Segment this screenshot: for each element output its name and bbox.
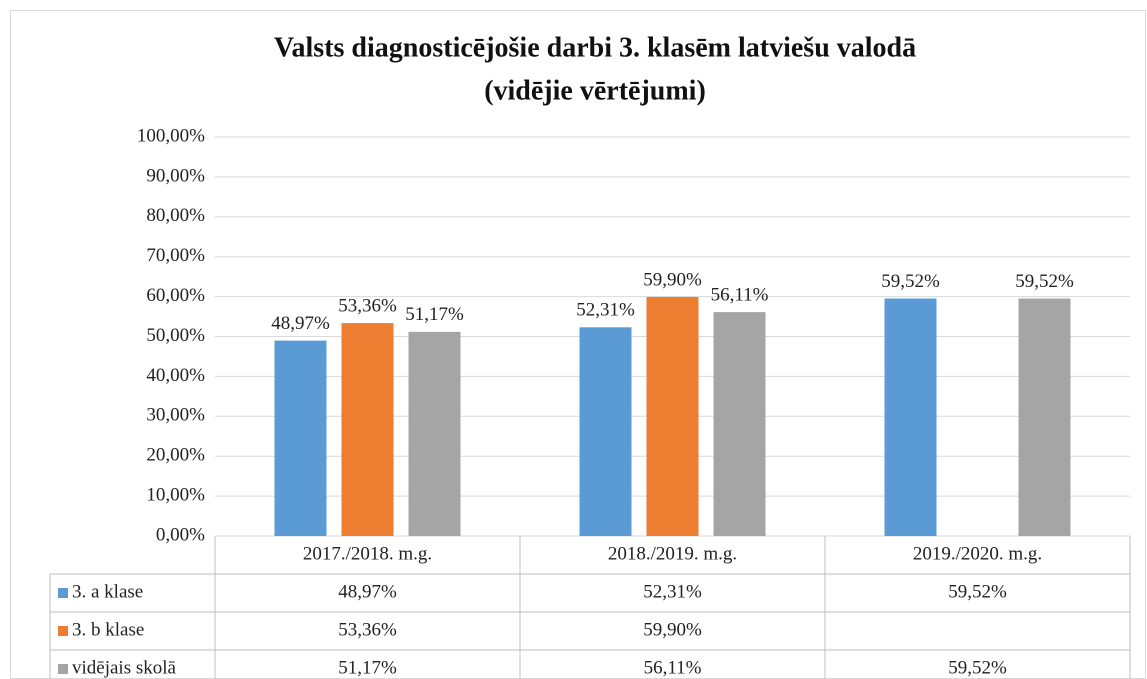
bar <box>274 340 327 536</box>
table-cell: 52,31% <box>643 581 702 602</box>
bar <box>579 327 632 536</box>
value-label: 59,52% <box>881 271 940 292</box>
bar <box>713 312 766 536</box>
table-cell: 48,97% <box>338 581 397 602</box>
y-tick-label: 50,00% <box>146 325 205 346</box>
y-tick-label: 60,00% <box>146 285 205 306</box>
table-cell: 59,52% <box>948 657 1007 678</box>
value-label: 52,31% <box>576 300 635 321</box>
bar <box>884 298 937 536</box>
y-tick-label: 90,00% <box>146 165 205 186</box>
table-cell: 56,11% <box>644 657 702 678</box>
y-tick-label: 20,00% <box>146 445 205 466</box>
chart-title: Valsts diagnosticējošie darbi 3. klasēm … <box>274 32 916 63</box>
legend-label: 3. a klase <box>72 581 143 602</box>
value-label: 59,90% <box>643 269 702 290</box>
value-label: 59,52% <box>1015 271 1074 292</box>
legend-key <box>58 626 68 636</box>
y-tick-label: 80,00% <box>146 205 205 226</box>
legend-label: 3. b klase <box>72 619 144 640</box>
legend-key <box>58 664 68 674</box>
legend-key <box>58 588 68 598</box>
y-tick-label: 40,00% <box>146 365 205 386</box>
x-tick-label: 2017./2018. m.g. <box>303 543 432 564</box>
bar <box>341 323 394 536</box>
bar <box>1018 298 1071 536</box>
table-cell: 51,17% <box>338 657 397 678</box>
y-tick-label: 100,00% <box>137 125 205 146</box>
x-tick-label: 2018./2019. m.g. <box>608 543 737 564</box>
value-label: 56,11% <box>711 284 769 305</box>
table-cell: 53,36% <box>338 619 397 640</box>
chart-subtitle: (vidējie vērtējumi) <box>484 75 706 106</box>
y-tick-label: 30,00% <box>146 405 205 426</box>
table-cell: 59,52% <box>948 581 1007 602</box>
value-label: 48,97% <box>271 313 330 334</box>
x-tick-label: 2019./2020. m.g. <box>913 543 1042 564</box>
bar <box>646 296 699 536</box>
chart-border <box>10 10 1146 679</box>
y-tick-label: 70,00% <box>146 245 205 266</box>
value-label: 51,17% <box>405 304 464 325</box>
y-tick-label: 10,00% <box>146 484 205 505</box>
bar <box>408 331 461 536</box>
y-tick-label: 0,00% <box>156 524 205 545</box>
table-cell: 59,90% <box>643 619 702 640</box>
legend-label: vidējais skolā <box>72 657 177 678</box>
value-label: 53,36% <box>338 295 397 316</box>
